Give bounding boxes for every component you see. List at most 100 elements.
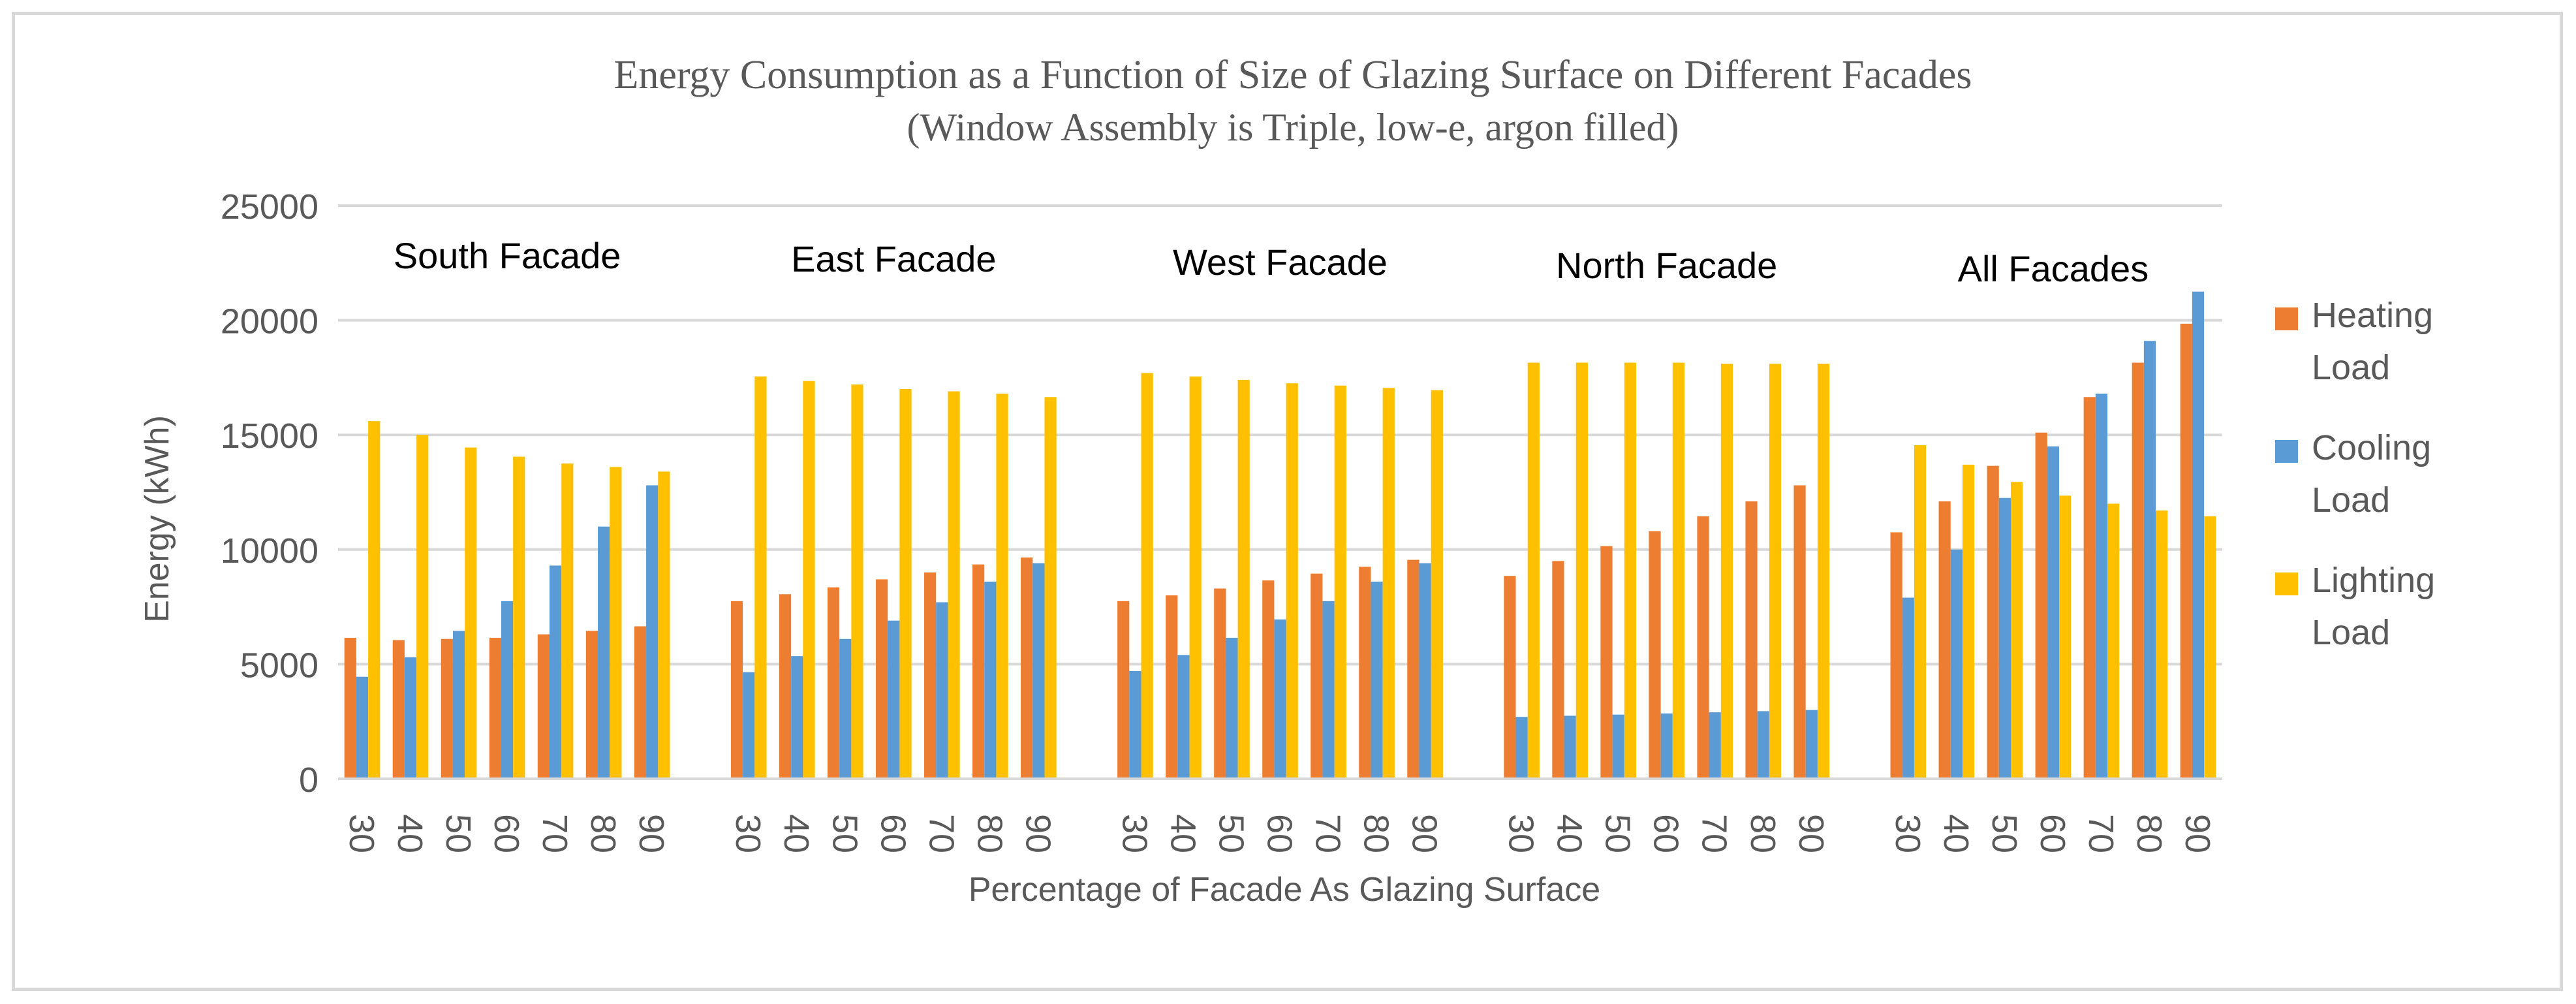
- bar-heating: [1600, 546, 1613, 779]
- bar-heating: [1938, 501, 1951, 779]
- bar-heating: [1407, 559, 1420, 779]
- group-label: North Facade: [1556, 245, 1777, 286]
- bar-cooling: [1805, 710, 1818, 779]
- x-tick-label: 90: [1792, 814, 1831, 853]
- bar-heating: [1987, 465, 1999, 779]
- bar-cooling: [1709, 712, 1721, 779]
- legend-label-lighting: Load: [2312, 613, 2390, 652]
- x-tick-label: 70: [922, 814, 961, 853]
- x-axis-label: Percentage of Facade As Glazing Surface: [969, 871, 1600, 909]
- bars: [344, 291, 2216, 779]
- x-tick-label: 60: [1647, 814, 1686, 853]
- x-tick-label: 70: [2081, 814, 2120, 853]
- bar-lighting: [465, 447, 477, 779]
- bar-cooling: [743, 672, 755, 779]
- bar-cooling: [888, 620, 900, 779]
- x-tick-label: 50: [1212, 814, 1251, 853]
- y-axis-ticks: 0 5000 10000 15000 20000 25000: [221, 187, 318, 800]
- chart-subtitle: (Window Assembly is Triple, low-e, argon…: [907, 106, 1679, 149]
- legend-swatch-cooling: [2275, 440, 2298, 463]
- bar-heating: [1745, 501, 1758, 779]
- y-tick-label: 15000: [221, 416, 318, 456]
- bar-lighting: [368, 421, 380, 779]
- y-tick-label: 5000: [240, 646, 318, 685]
- bar-lighting: [2204, 516, 2216, 779]
- legend-label-cooling: Cooling: [2312, 428, 2431, 467]
- bar-heating: [2035, 432, 2047, 779]
- x-tick-label: 60: [487, 814, 526, 853]
- bar-heating: [924, 572, 937, 779]
- bar-heating: [1504, 576, 1516, 779]
- bar-lighting: [1237, 379, 1250, 779]
- x-tick-label: 70: [1309, 814, 1348, 853]
- bar-cooling: [2192, 291, 2205, 779]
- bar-cooling: [1419, 563, 1431, 779]
- group-label: East Facade: [791, 238, 996, 279]
- bar-lighting: [658, 471, 670, 779]
- bar-heating: [489, 638, 501, 779]
- y-axis-label: Energy (kWh): [138, 415, 176, 623]
- bar-lighting: [996, 393, 1008, 779]
- group-label: All Facades: [1958, 248, 2149, 289]
- bar-lighting: [803, 381, 815, 779]
- bar-lighting: [1720, 364, 1733, 779]
- bar-lighting: [851, 384, 863, 779]
- bar-lighting: [416, 435, 429, 779]
- bar-lighting: [1189, 376, 1202, 779]
- bar-heating: [1793, 485, 1806, 779]
- bar-cooling: [984, 581, 997, 779]
- legend: Heating Load Cooling Load Lighting Load: [2275, 296, 2435, 652]
- bar-lighting: [899, 388, 912, 779]
- legend-label-heating: Load: [2312, 348, 2390, 387]
- x-tick-label: 30: [728, 814, 768, 853]
- bar-lighting: [1672, 362, 1685, 779]
- bar-heating: [344, 638, 356, 779]
- bar-cooling: [1564, 715, 1576, 779]
- bar-cooling: [404, 657, 417, 779]
- chart-svg: Energy Consumption as a Function of Size…: [138, 53, 2435, 909]
- bar-heating: [1262, 580, 1275, 779]
- bar-heating: [634, 626, 647, 779]
- x-tick-label: 80: [970, 814, 1009, 853]
- bar-heating: [1359, 567, 1371, 779]
- bar-cooling: [2047, 446, 2060, 779]
- x-tick-label: 70: [535, 814, 574, 853]
- x-tick-label: 70: [1695, 814, 1734, 853]
- bar-heating: [585, 631, 598, 779]
- x-tick-label: 40: [777, 814, 816, 853]
- group-label: South Facade: [394, 235, 621, 276]
- x-tick-label: 80: [2130, 814, 2169, 853]
- bar-cooling: [1515, 717, 1528, 779]
- facade-group-labels: South Facade East Facade West Facade North …: [394, 235, 2149, 289]
- bar-lighting: [2107, 503, 2120, 779]
- bar-lighting: [1286, 383, 1298, 779]
- x-tick-label: 50: [825, 814, 864, 853]
- bar-cooling: [1129, 670, 1141, 779]
- legend-swatch-lighting: [2275, 573, 2298, 595]
- bar-cooling: [356, 676, 369, 779]
- bar-heating: [779, 594, 792, 779]
- bar-lighting: [1334, 385, 1346, 779]
- bar-cooling: [1371, 581, 1383, 779]
- x-tick-label: 40: [1936, 814, 1976, 853]
- legend-label-lighting: Lighting: [2312, 561, 2435, 600]
- x-axis-ticks: 30 40 50 60 70 80 90 30 40 50 60 70 80 90 30 40 50 60 70 80…: [342, 814, 2217, 853]
- bar-cooling: [1612, 714, 1624, 779]
- bar-cooling: [1322, 601, 1335, 779]
- bar-lighting: [1817, 364, 1830, 779]
- bar-cooling: [1998, 497, 2011, 779]
- x-tick-label: 80: [1357, 814, 1396, 853]
- bar-heating: [1649, 531, 1661, 779]
- bar-lighting: [513, 456, 525, 779]
- bar-heating: [1890, 532, 1902, 779]
- bar-heating: [441, 638, 453, 779]
- x-tick-label: 90: [632, 814, 671, 853]
- bar-cooling: [550, 565, 562, 779]
- x-tick-label: 90: [2178, 814, 2217, 853]
- bar-lighting: [610, 467, 622, 779]
- bar-heating: [1311, 573, 1323, 779]
- bar-cooling: [2143, 341, 2156, 779]
- x-tick-label: 30: [1888, 814, 1927, 853]
- bar-heating: [2180, 323, 2192, 779]
- x-tick-label: 90: [1018, 814, 1057, 853]
